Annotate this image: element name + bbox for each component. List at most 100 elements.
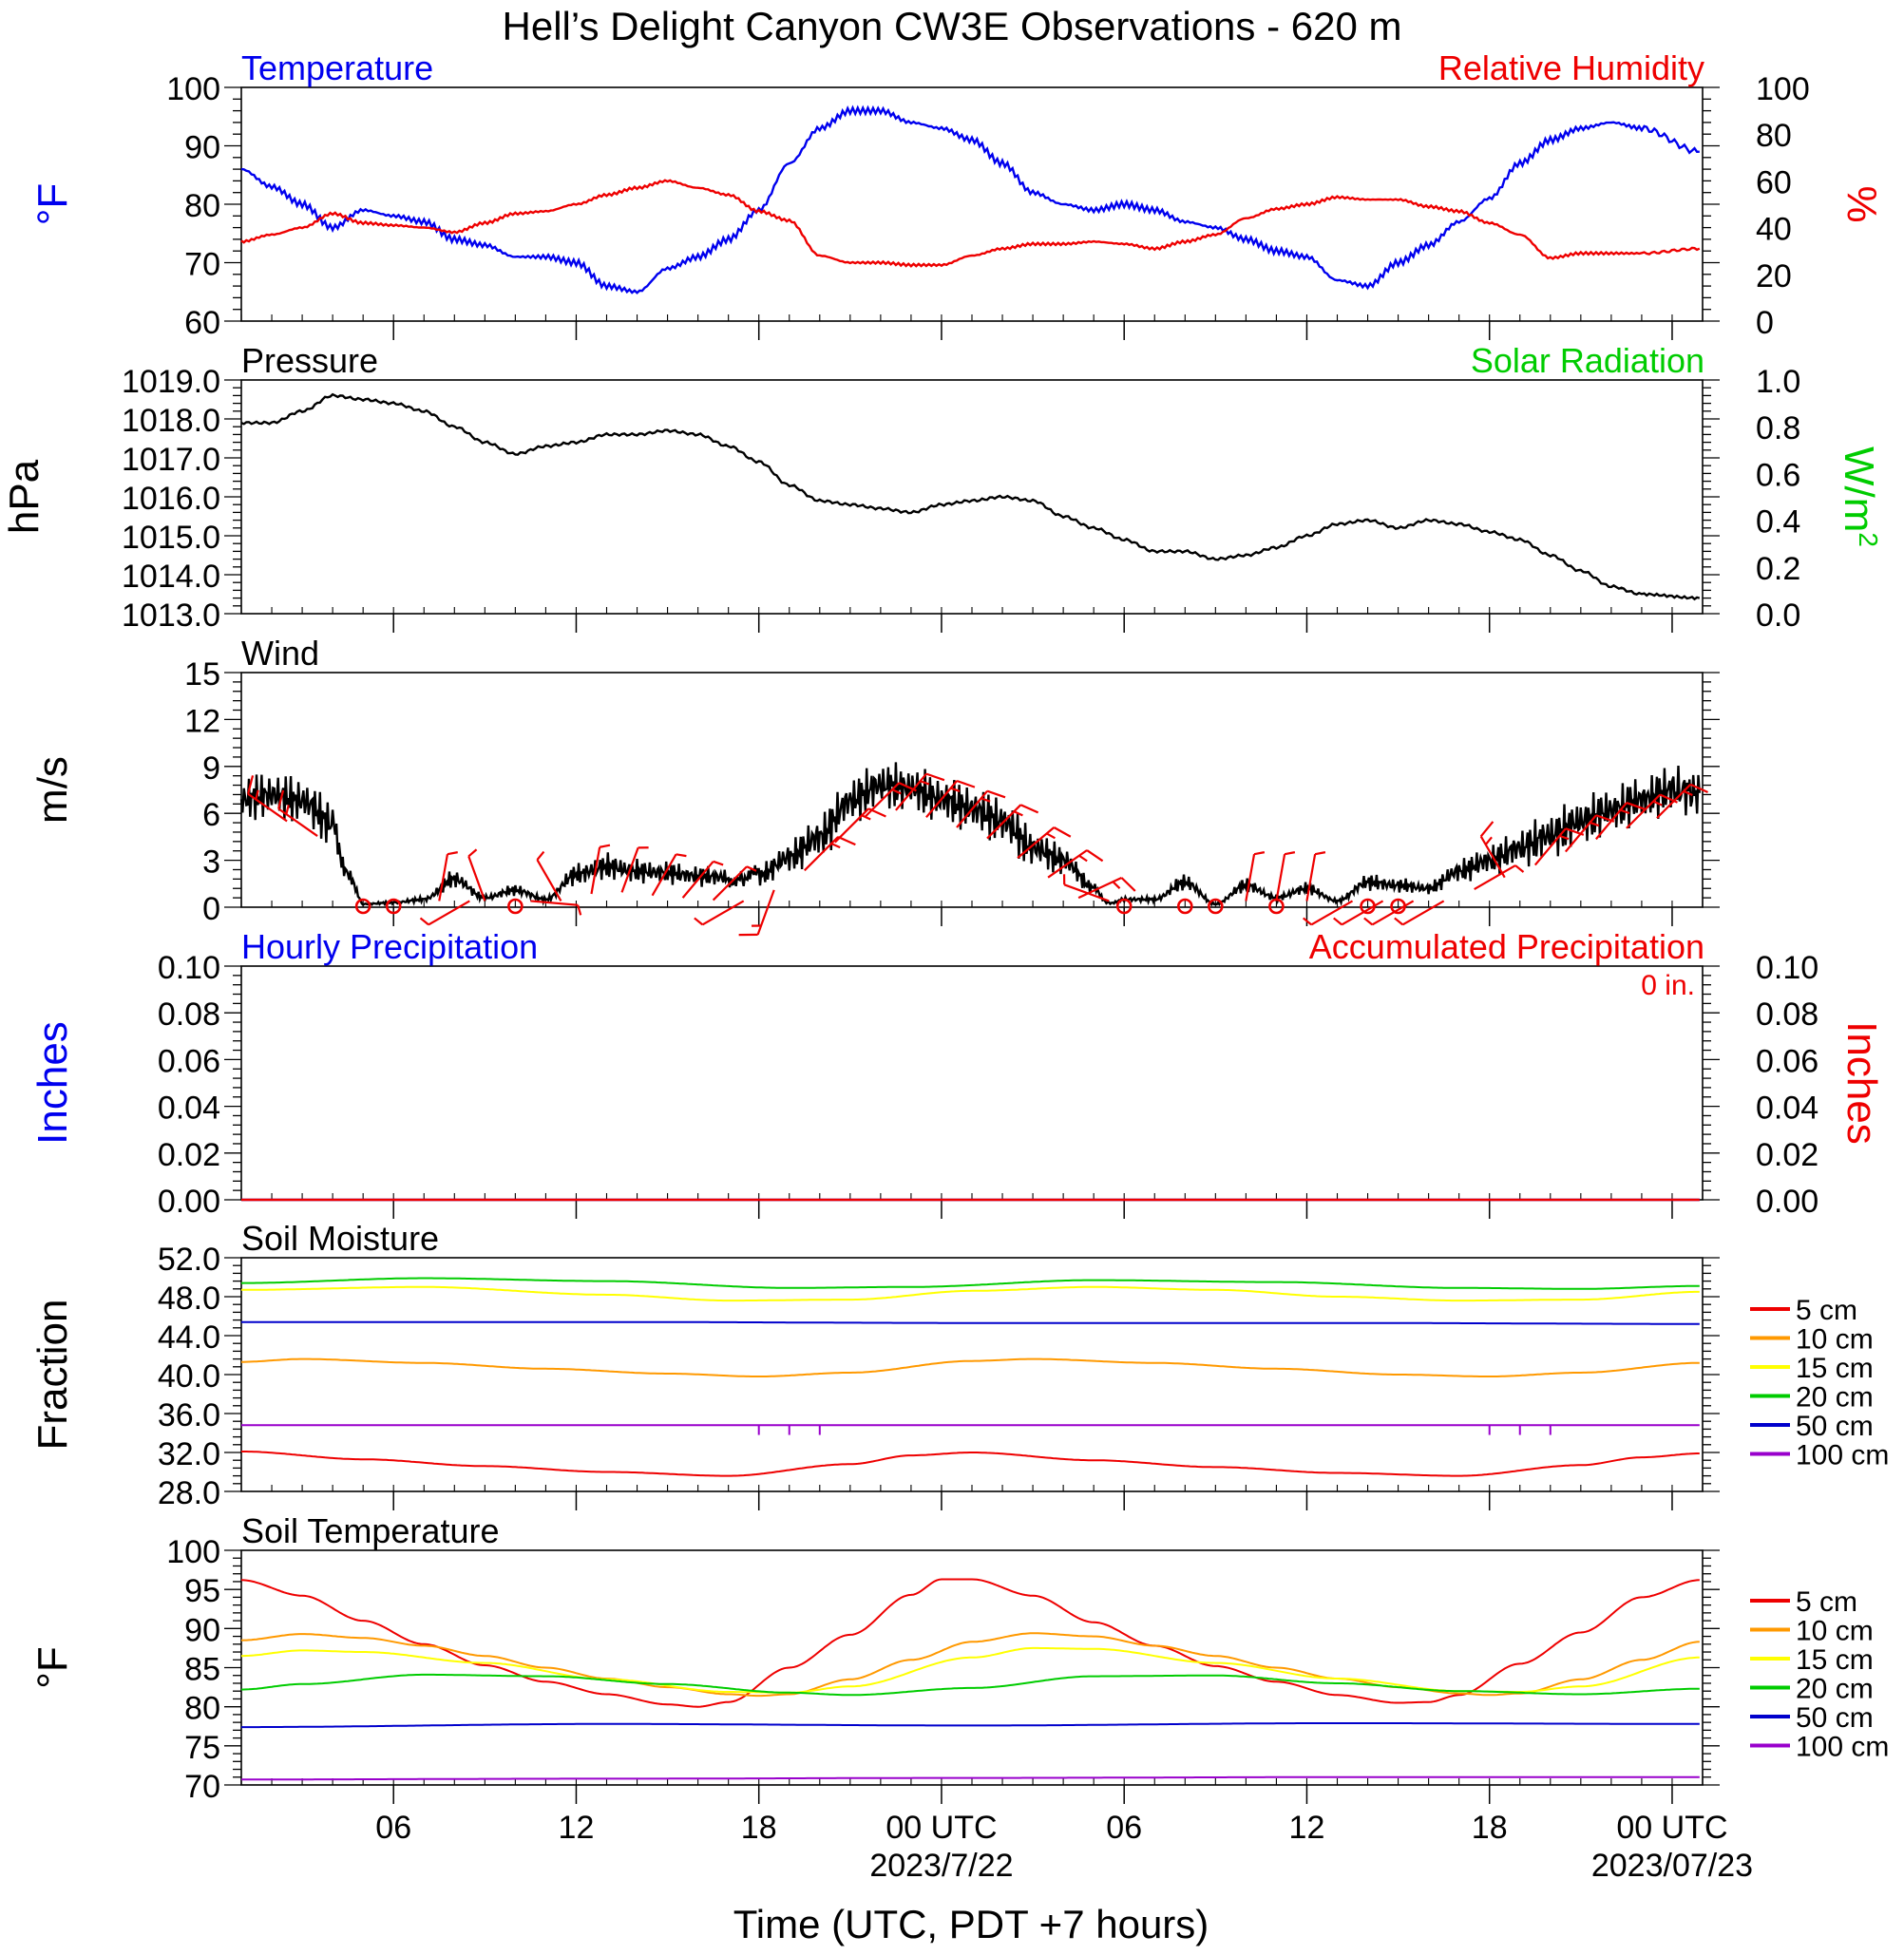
wind-barb	[1017, 826, 1072, 859]
wind-barb-feather	[1284, 851, 1296, 856]
series-line-20cm	[240, 1277, 1700, 1290]
series-line-5cm	[241, 1451, 1700, 1477]
x-tick-label: 12	[1289, 1810, 1325, 1846]
y-axis-label-left: Fraction	[29, 1300, 76, 1451]
wind-barb-feather	[1689, 783, 1708, 793]
y-tick-label-left: 0.02	[158, 1137, 220, 1173]
wind-barb-staff	[865, 782, 900, 818]
y-tick-label-right: 0.06	[1756, 1043, 1818, 1079]
y-tick-label-right: 0.00	[1756, 1184, 1818, 1220]
legend-label: 15 cm	[1796, 1644, 1874, 1676]
series-line-100cm	[241, 1775, 1700, 1781]
y-tick-label-left: 6	[202, 797, 220, 833]
y-tick-label-left: 80	[184, 188, 220, 224]
y-tick-label-right: 0.02	[1756, 1137, 1818, 1173]
wind-calm-circle	[1115, 898, 1133, 915]
series-line-0	[240, 392, 1701, 601]
panel-title-left: Soil Moisture	[241, 1219, 439, 1258]
y-tick-label-left: 3	[202, 845, 220, 881]
wind-barb-staff	[1305, 853, 1317, 902]
x-tick-label: 00 UTC	[1616, 1810, 1727, 1846]
y-tick-label-left: 48.0	[158, 1281, 220, 1317]
wind-barb	[1595, 802, 1646, 841]
wind-barb-feather	[277, 789, 285, 809]
wind-calm-circle	[385, 898, 402, 915]
series-line-50cm	[241, 1320, 1700, 1325]
wind-barb-staff	[756, 889, 775, 936]
wind-barb-feather-half	[950, 787, 961, 793]
wind-calm-circle	[1390, 898, 1406, 915]
panel-title-left: Temperature	[241, 48, 433, 87]
y-tick-label-left: 100	[166, 71, 220, 107]
wind-barb-staff	[834, 807, 869, 844]
wind-barb	[1474, 864, 1525, 891]
wind-barb-feather	[986, 789, 1006, 799]
y-tick-label-right: 0.0	[1756, 598, 1800, 634]
y-axis-label-right: W/m2	[1836, 446, 1884, 547]
wind-barb-staff	[1275, 853, 1286, 902]
series-line-10cm	[240, 1632, 1700, 1698]
y-tick-label-left: 44.0	[158, 1319, 220, 1356]
wind-barb	[419, 900, 470, 926]
wind-barb-staff	[1533, 827, 1567, 866]
x-tick-label: 12	[559, 1810, 595, 1846]
y-tick-label-left: 9	[202, 750, 220, 787]
y-tick-label-left: 52.0	[158, 1242, 220, 1278]
wind-barb-feather	[419, 917, 429, 926]
wind-barb-staff	[1341, 900, 1384, 926]
panel-title-left: Wind	[241, 634, 319, 673]
wind-barb-feather-half	[1620, 808, 1630, 815]
wind-barb-feather	[447, 851, 458, 856]
wind-barb	[925, 779, 976, 819]
y-axis-label-left: °F	[29, 183, 76, 225]
y-tick-label-left: 36.0	[158, 1397, 220, 1433]
wind-barb-feather	[1303, 917, 1312, 926]
y-tick-label-left: 0	[202, 891, 220, 927]
wind-barb	[712, 865, 757, 902]
y-tick-label-right: 0.2	[1756, 551, 1800, 587]
series-line-0	[240, 104, 1700, 294]
y-tick-label-left: 80	[184, 1691, 220, 1727]
wind-barb-staff	[1595, 802, 1628, 841]
y-tick-label-left: 1013.0	[122, 598, 220, 634]
series-line-20cm	[240, 1673, 1700, 1697]
wind-barb	[1077, 876, 1136, 900]
wind-barb-feather	[1120, 877, 1136, 892]
wind-barb	[986, 804, 1039, 840]
wind-barb-feather-half	[1484, 836, 1493, 845]
wind-barb-feather-half	[891, 788, 902, 795]
wind-barb-feather-half	[285, 805, 290, 815]
y-axis-label-left: Inches	[29, 1021, 76, 1145]
wind-barb-staff	[1564, 814, 1597, 853]
y-tick-label-left: 15	[184, 656, 220, 693]
panel-1: 100 90 80 70 60 100 80 60 40 20 0 Temperature Relati…	[29, 48, 1885, 341]
y-tick-label-left: 1017.0	[122, 442, 220, 478]
legend-label: 5 cm	[1796, 1295, 1857, 1326]
wind-barb-feather-half	[1590, 821, 1600, 827]
y-tick-label-left: 0.08	[158, 996, 220, 1033]
y-axis-label-right: Inches	[1838, 1021, 1885, 1145]
wind-barb-feather	[1053, 826, 1072, 838]
wind-barb-feather	[676, 853, 687, 858]
wind-barb-feather-half	[1652, 800, 1663, 807]
wind-barb	[738, 889, 775, 937]
wind-barb-staff	[1047, 849, 1088, 879]
wind-barb-feather	[925, 772, 945, 782]
legend-label: 100 cm	[1796, 1732, 1889, 1763]
wind-barb-staff	[1371, 900, 1415, 926]
wind-barb-staff	[590, 846, 601, 895]
wind-calm-circle	[1268, 898, 1285, 915]
x-axis-label: Time (UTC, PDT +7 hours)	[733, 1902, 1209, 1946]
y-tick-label-left: 40.0	[158, 1358, 220, 1395]
y-tick-label-left: 0.06	[158, 1043, 220, 1079]
wind-barb	[803, 835, 856, 872]
y-tick-label-left: 70	[184, 1769, 220, 1805]
series-line-10cm	[241, 1357, 1700, 1377]
wind-barb-staff	[651, 853, 677, 897]
y-tick-label-right: 0.8	[1756, 410, 1800, 446]
wind-barb-feather	[1626, 802, 1646, 810]
y-tick-label-right: 0.6	[1756, 457, 1800, 493]
